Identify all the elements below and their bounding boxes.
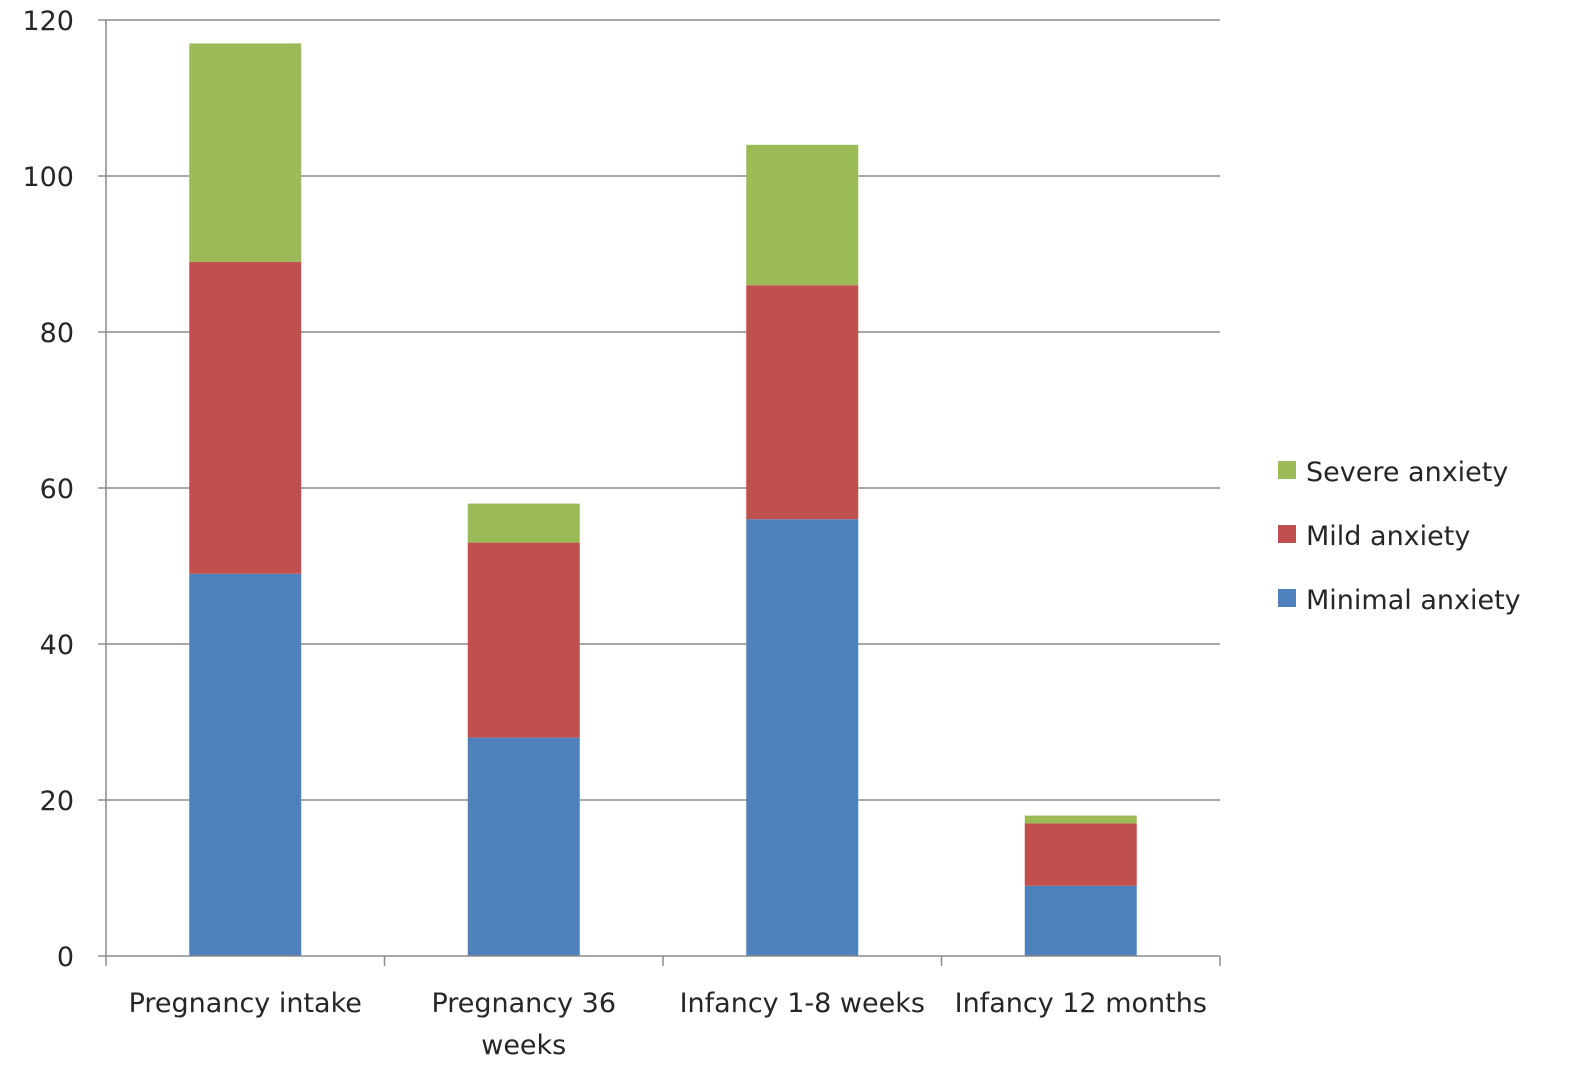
x-category-label: Pregnancy intake <box>129 988 362 1019</box>
legend-label: Mild anxiety <box>1306 521 1470 552</box>
bar-segment-mild-anxiety <box>746 285 859 520</box>
bar-segment-mild-anxiety <box>467 542 580 738</box>
x-category-label: Pregnancy 36 weeks <box>431 988 616 1061</box>
bar-segment-minimal-anxiety <box>746 519 859 956</box>
bar-segment-severe-anxiety <box>746 144 859 286</box>
legend-swatch <box>1278 461 1296 479</box>
legend-label: Minimal anxiety <box>1306 585 1521 616</box>
bar-segment-severe-anxiety <box>189 43 302 262</box>
bar-segment-minimal-anxiety <box>189 573 302 956</box>
bar-segment-severe-anxiety <box>467 503 580 543</box>
x-category-label: Infancy 1-8 weeks <box>680 988 925 1019</box>
y-tick-label: 0 <box>57 942 74 973</box>
legend-label: Severe anxiety <box>1306 457 1508 488</box>
legend-swatch <box>1278 589 1296 607</box>
y-tick-label: 120 <box>22 6 74 37</box>
y-tick-label: 40 <box>40 630 74 661</box>
y-tick-label: 20 <box>40 786 74 817</box>
bar-segment-minimal-anxiety <box>467 737 580 956</box>
bar-segment-minimal-anxiety <box>1024 885 1137 956</box>
x-category-label: Infancy 12 months <box>955 988 1207 1019</box>
bar-segment-severe-anxiety <box>1024 815 1137 824</box>
bar-segment-mild-anxiety <box>189 261 302 574</box>
bar-segment-mild-anxiety <box>1024 823 1137 886</box>
x-axis-category-labels: Pregnancy intake Pregnancy 36 weeks Infancy… <box>129 988 1207 1061</box>
axes <box>98 19 1221 966</box>
bars <box>189 43 1137 956</box>
legend: Severe anxiety Mild anxiety Minimal anxiet… <box>1278 457 1521 616</box>
legend-swatch <box>1278 525 1296 543</box>
y-tick-label: 60 <box>40 474 74 505</box>
y-tick-label: 100 <box>22 162 74 193</box>
y-axis-tick-labels: 0 20 40 60 80 100 120 <box>22 6 74 973</box>
y-tick-label: 80 <box>40 318 74 349</box>
